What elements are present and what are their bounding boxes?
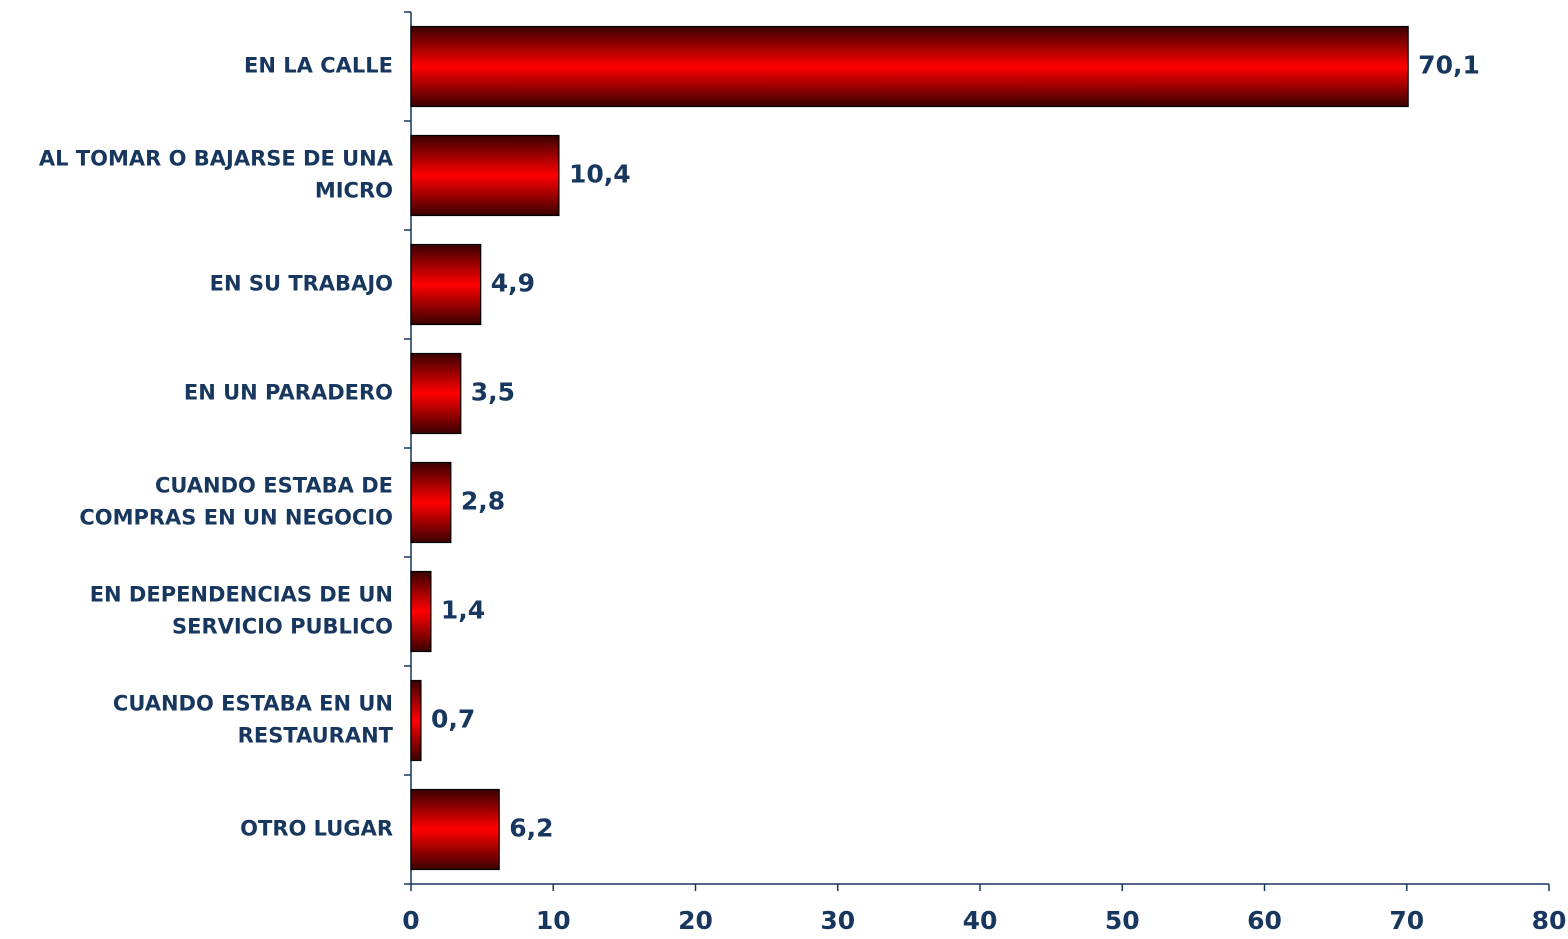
x-tick-label: 10 <box>536 906 571 935</box>
category-label: CUANDO ESTABA EN UN RESTAURANT <box>113 692 394 748</box>
value-label: 10,4 <box>569 160 631 189</box>
bar <box>410 570 432 653</box>
value-label: 6,2 <box>509 814 553 843</box>
category-label: EN UN PARADERO <box>184 381 393 405</box>
value-label: 70,1 <box>1418 51 1480 80</box>
x-tick-label: 70 <box>1389 906 1424 935</box>
x-tick-label: 20 <box>678 906 713 935</box>
bar <box>410 352 462 435</box>
x-tick-label: 60 <box>1247 906 1282 935</box>
value-label: 4,9 <box>491 269 535 298</box>
x-tick-label: 80 <box>1532 906 1567 935</box>
category-label: EN DEPENDENCIAS DE UN SERVICIO PUBLICO <box>90 583 393 639</box>
value-label: 2,8 <box>461 487 505 516</box>
category-label: CUANDO ESTABA DE COMPRAS EN UN NEGOCIO <box>79 474 393 530</box>
bar <box>410 788 500 871</box>
x-tick-label: 50 <box>1105 906 1140 935</box>
bar <box>410 134 560 217</box>
category-label: EN LA CALLE <box>244 54 393 78</box>
value-label: 1,4 <box>441 596 485 625</box>
category-label: EN SU TRABAJO <box>210 272 393 296</box>
x-tick-label: 40 <box>963 906 998 935</box>
x-tick-label: 30 <box>820 906 855 935</box>
value-label: 3,5 <box>471 378 515 407</box>
value-label: 0,7 <box>431 705 475 734</box>
bar <box>410 243 482 326</box>
bar <box>410 461 452 544</box>
bar <box>410 679 422 762</box>
bar <box>410 25 1409 108</box>
x-tick-label: 0 <box>402 906 419 935</box>
category-label: AL TOMAR O BAJARSE DE UNA MICRO <box>39 147 394 203</box>
category-label: OTRO LUGAR <box>240 817 393 841</box>
